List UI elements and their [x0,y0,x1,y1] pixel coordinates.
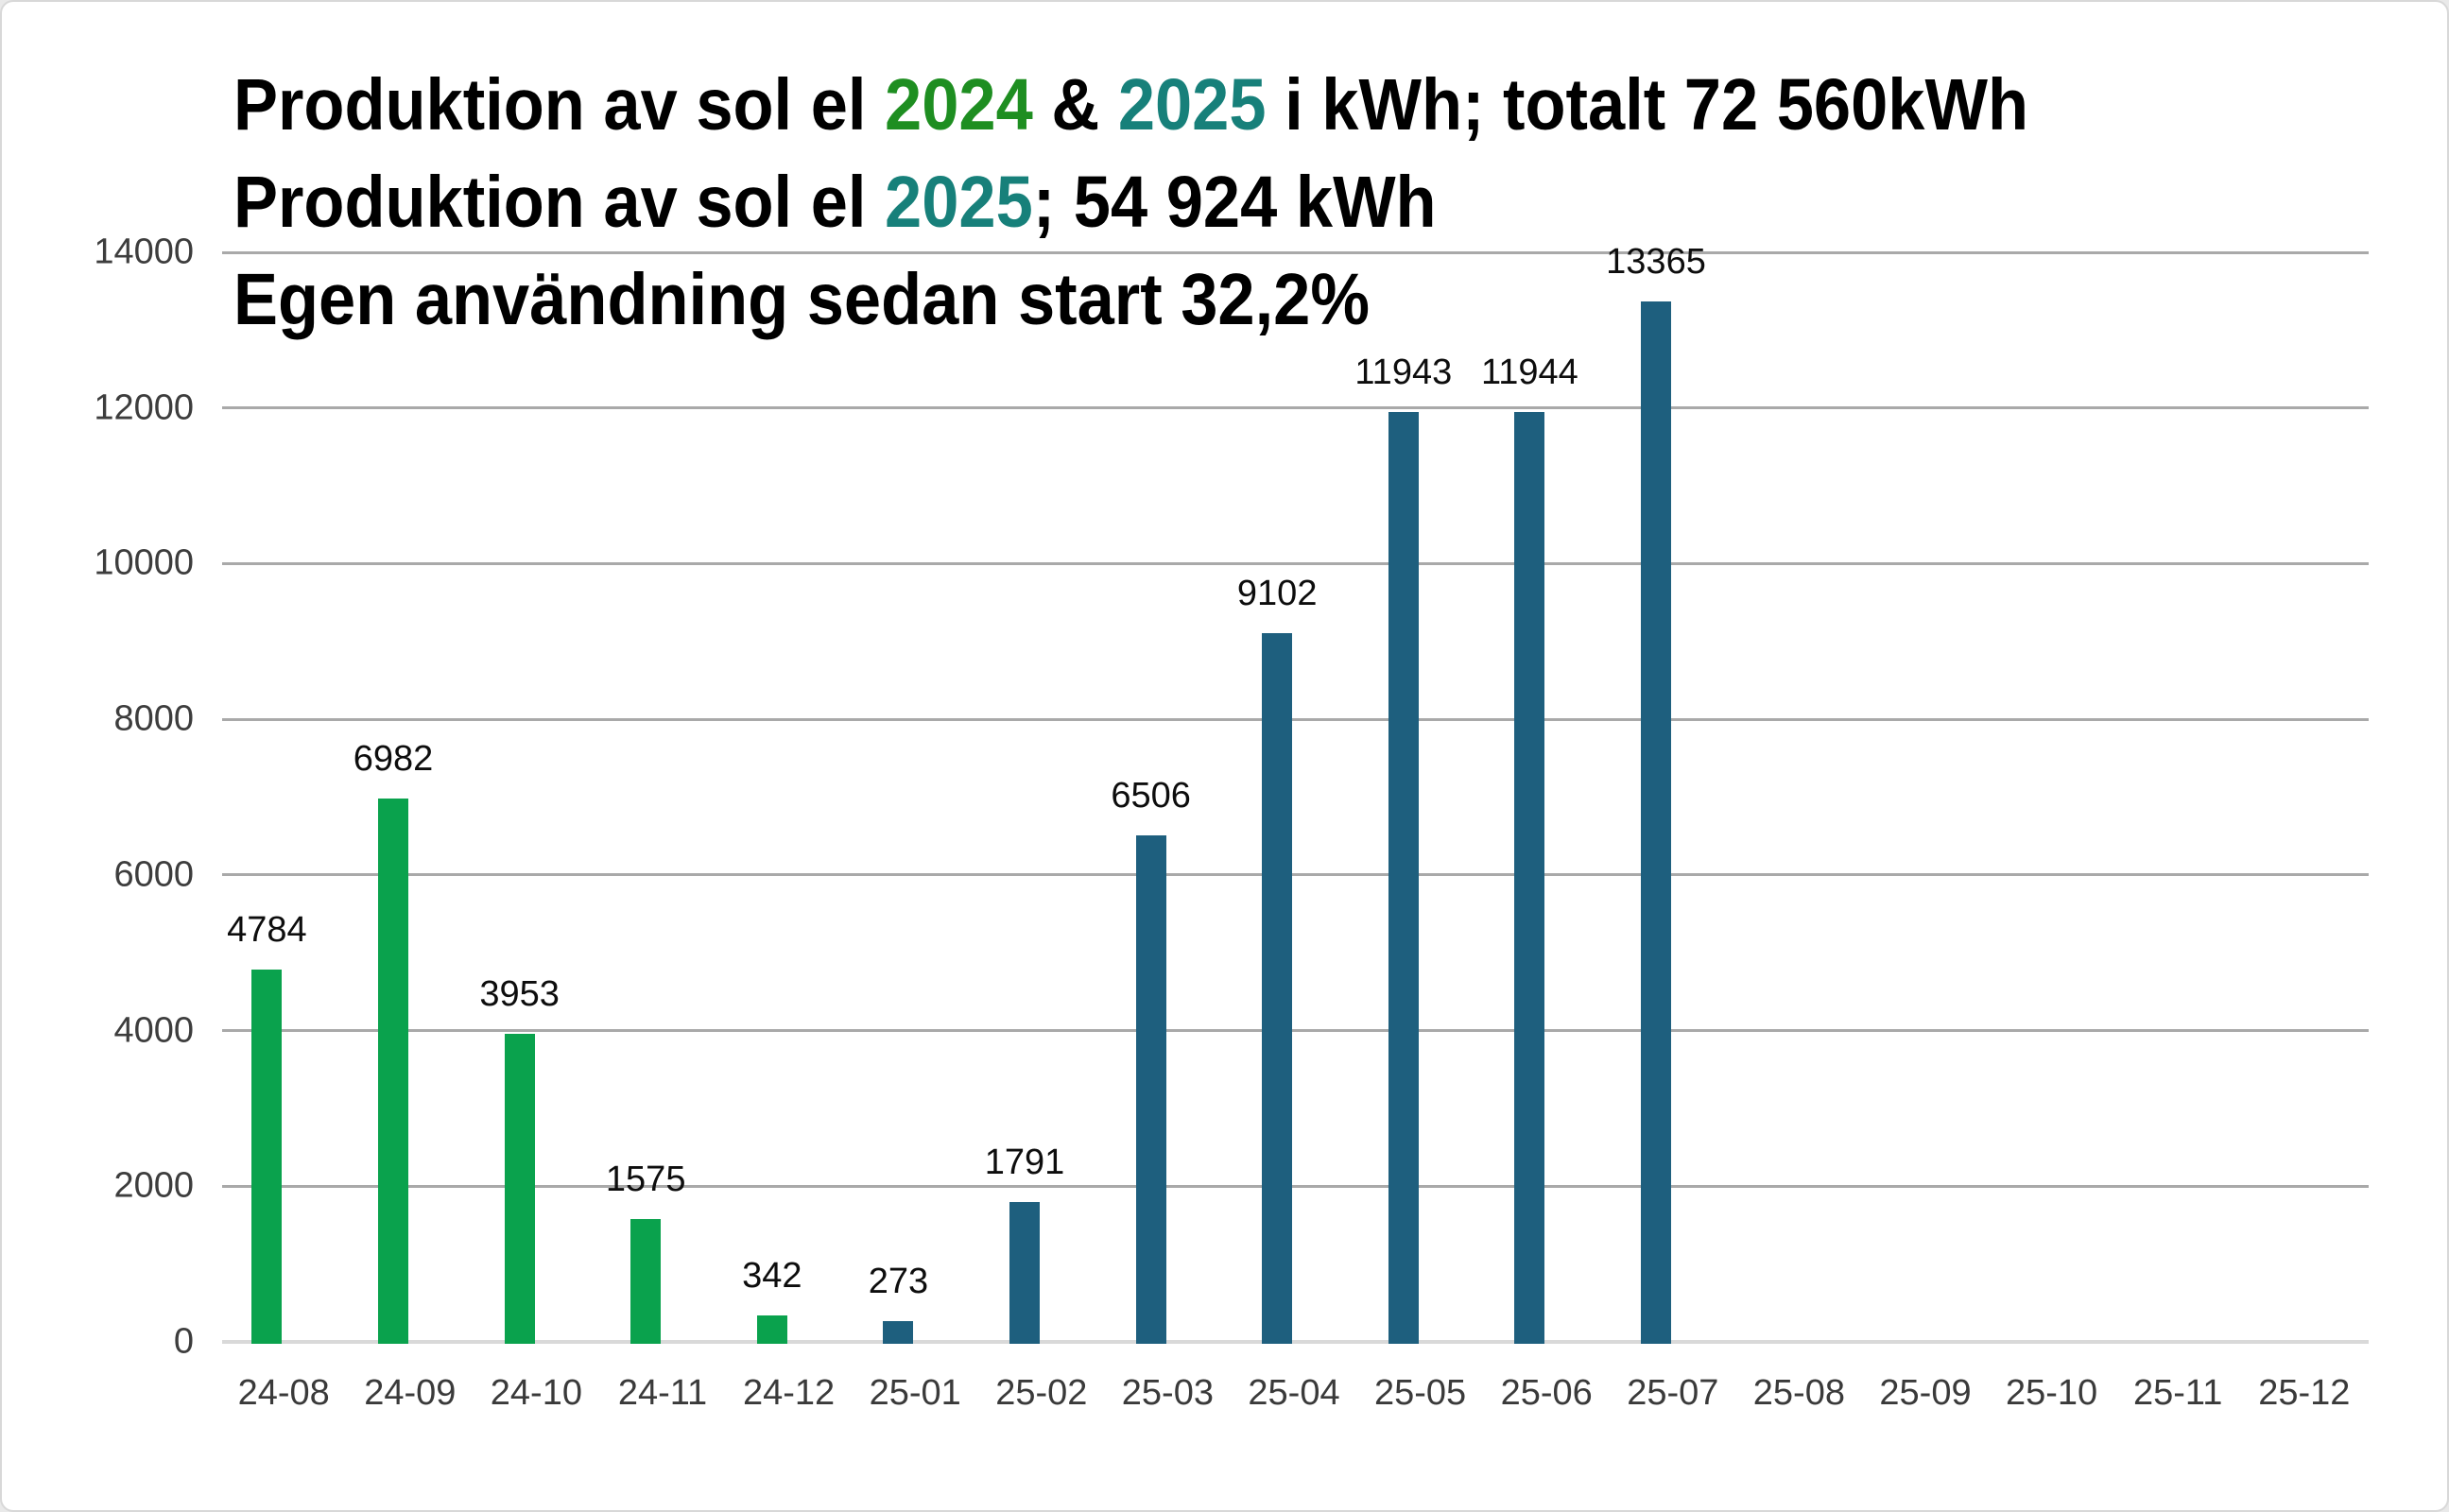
y-tick-label: 10000 [94,542,194,583]
y-tick-label: 14000 [94,232,194,272]
gridline [222,717,2369,721]
chart-title-line: Produktion av sol el 2025; 54 924 kWh [233,154,2028,251]
bar-value-label: 11943 [1354,352,1453,393]
x-tick-label: 24-08 [237,1373,330,1413]
y-tick-label: 4000 [113,1010,194,1051]
bar-24-11 [630,1219,662,1344]
title-segment: 2025 [1117,64,1267,146]
x-tick-label: 25-08 [1752,1373,1845,1413]
title-segment: Produktion av sol el [233,64,886,146]
x-tick-label: 25-01 [869,1373,961,1413]
y-tick-label: 6000 [113,854,194,895]
y-tick-label: 8000 [113,698,194,739]
bar-value-label: 1791 [984,1143,1065,1183]
gridline [222,873,2369,877]
gridline [222,1029,2369,1033]
x-tick-label: 25-07 [1627,1373,1719,1413]
bar-25-03 [1135,835,1166,1344]
bar-value-label: 6982 [353,738,434,779]
bar-25-04 [1262,633,1293,1344]
chart-title-line: Egen användning sedan start 32,2% [233,251,2028,349]
gridline [222,1184,2369,1188]
title-segment: Egen användning sedan start 32,2% [233,259,1371,340]
x-tick-label: 25-02 [995,1373,1088,1413]
bar-value-label: 4784 [227,910,307,950]
y-tick-label: 12000 [94,387,194,428]
gridline [222,406,2369,410]
x-tick-label: 25-12 [2258,1373,2351,1413]
x-tick-label: 25-03 [1121,1373,1214,1413]
title-segment: & [1032,64,1118,146]
bar-24-10 [504,1034,535,1344]
title-segment: 2024 [885,64,1033,146]
x-tick-label: 25-11 [2133,1373,2223,1413]
bar-value-label: 11944 [1480,352,1578,393]
y-tick-label: 0 [173,1321,194,1362]
bar-value-label: 1575 [605,1160,686,1200]
bar-value-label: 273 [868,1261,929,1301]
title-segment: 2025 [885,162,1033,243]
x-tick-label: 24-09 [364,1373,457,1413]
bar-value-label: 13365 [1606,242,1706,283]
bar-24-09 [378,798,408,1344]
title-segment: ; 54 924 kWh [1032,162,1437,243]
x-tick-label: 24-10 [490,1373,582,1413]
x-tick-label: 25-06 [1500,1373,1593,1413]
bar-25-01 [883,1320,914,1344]
bar-value-label: 9102 [1236,574,1318,614]
bar-value-label: 342 [742,1255,802,1296]
chart-title: Produktion av sol el 2024 & 2025 i kWh; … [233,57,2028,349]
bar-25-06 [1514,412,1545,1344]
title-segment: Produktion av sol el [233,162,886,243]
bar-25-02 [1009,1202,1040,1344]
gridline [222,250,2369,254]
x-tick-label: 25-04 [1248,1373,1340,1413]
gridline [222,561,2369,565]
x-tick-label: 25-10 [2005,1373,2098,1413]
bar-25-07 [1641,301,1671,1344]
chart-title-line: Produktion av sol el 2024 & 2025 i kWh; … [233,57,2028,154]
x-axis-baseline [222,1340,2369,1344]
bar-24-12 [756,1314,787,1344]
bar-value-label: 6506 [1111,776,1191,816]
y-tick-label: 2000 [113,1165,194,1206]
bar-24-08 [251,970,283,1344]
bar-value-label: 3953 [479,974,560,1015]
title-segment: i kWh; totalt 72 560kWh [1266,64,2029,146]
x-tick-label: 25-05 [1373,1373,1467,1413]
x-tick-label: 24-11 [617,1373,708,1413]
x-tick-label: 25-09 [1879,1373,1972,1413]
bar-25-05 [1388,412,1419,1344]
x-tick-label: 24-12 [742,1373,836,1413]
